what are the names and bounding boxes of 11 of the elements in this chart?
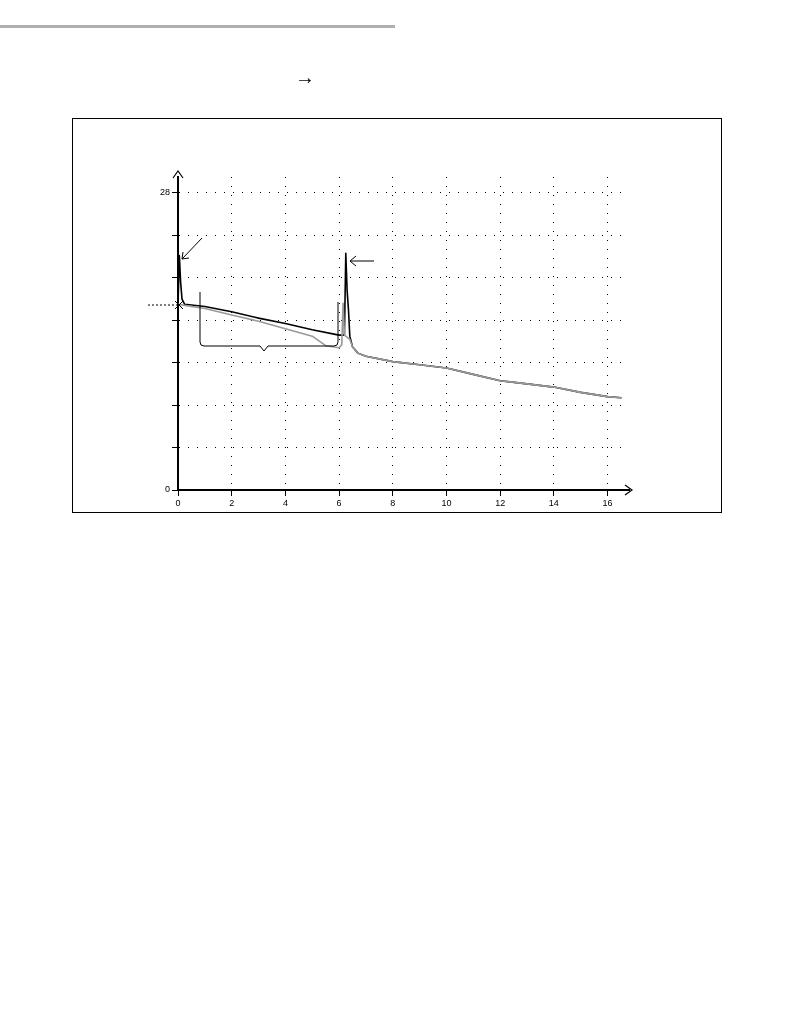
x-tick-label: 0 xyxy=(175,497,181,508)
x-tick-label: 4 xyxy=(282,497,288,508)
x-tick-label: 10 xyxy=(441,497,452,508)
chart-title: → xyxy=(294,66,316,89)
x-tick-label: 16 xyxy=(602,497,613,508)
y-tick-label: 28 xyxy=(159,187,170,198)
x-tick-label: 2 xyxy=(229,497,235,508)
x-tick-label: 8 xyxy=(390,497,396,508)
x-tick-label: 12 xyxy=(495,497,506,508)
x-tick-label: 14 xyxy=(548,497,559,508)
x-tick-label: 6 xyxy=(336,497,342,508)
